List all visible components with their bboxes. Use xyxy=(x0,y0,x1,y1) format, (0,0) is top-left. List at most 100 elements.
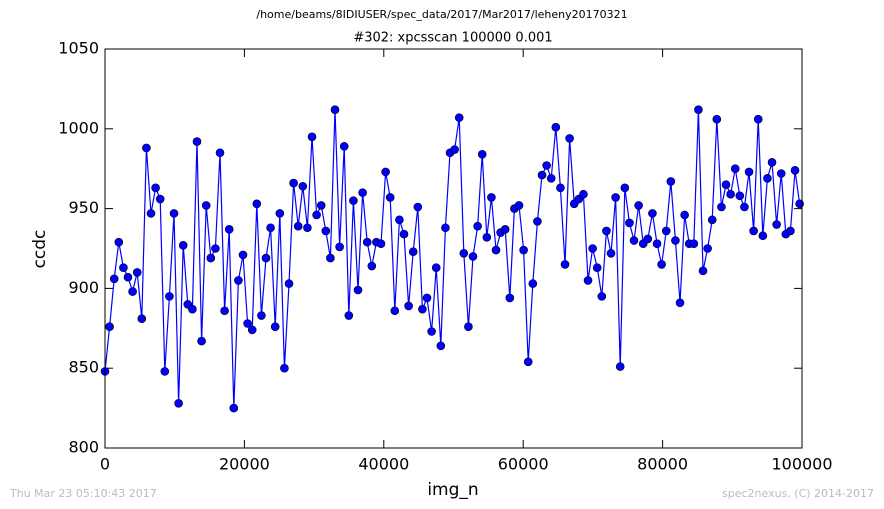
data-point xyxy=(556,183,565,193)
data-point xyxy=(220,306,229,316)
data-point xyxy=(473,221,482,231)
y-tick-label: 1050 xyxy=(58,39,99,58)
data-point xyxy=(215,148,225,158)
data-point xyxy=(224,225,234,234)
data-point xyxy=(477,150,487,159)
data-point xyxy=(758,231,768,241)
data-point xyxy=(767,158,777,167)
data-point xyxy=(533,217,542,226)
data-point xyxy=(514,201,524,210)
data-point xyxy=(344,311,354,320)
x-axis-label: img_n xyxy=(427,480,478,500)
data-point xyxy=(390,306,400,316)
data-point xyxy=(293,221,303,231)
data-point xyxy=(243,319,252,328)
data-point xyxy=(776,169,786,178)
data-point xyxy=(404,301,413,311)
plot-frame xyxy=(104,48,803,449)
data-point xyxy=(712,114,722,124)
data-point xyxy=(763,173,772,183)
x-tick-label: 20000 xyxy=(219,455,270,474)
data-point xyxy=(367,261,377,271)
data-point xyxy=(105,322,114,332)
data-point xyxy=(698,266,708,276)
data-point xyxy=(349,196,358,205)
data-point xyxy=(643,234,653,244)
data-point xyxy=(137,314,147,324)
data-point xyxy=(588,244,597,253)
data-point xyxy=(772,220,781,229)
data-point xyxy=(353,285,363,295)
data-point xyxy=(339,142,349,151)
data-point xyxy=(717,202,726,212)
data-point xyxy=(546,173,556,183)
data-point xyxy=(671,236,680,245)
data-point xyxy=(307,132,317,142)
data-point xyxy=(201,201,211,210)
data-point xyxy=(280,363,289,373)
data-point xyxy=(234,276,243,285)
data-point xyxy=(385,193,395,202)
data-point xyxy=(399,229,409,239)
data-point xyxy=(155,194,165,204)
x-tick-label: 0 xyxy=(100,455,110,474)
data-point xyxy=(321,226,331,236)
data-point xyxy=(753,114,763,124)
data-point xyxy=(358,188,367,197)
data-point xyxy=(450,145,459,154)
data-point xyxy=(197,336,206,346)
data-point xyxy=(551,122,561,132)
data-point xyxy=(123,272,133,282)
data-point xyxy=(146,209,156,218)
data-point xyxy=(362,237,372,247)
y-tick-label: 900 xyxy=(68,278,99,297)
data-point xyxy=(413,202,423,212)
data-point xyxy=(661,226,671,236)
data-point xyxy=(211,244,220,253)
data-point xyxy=(381,167,390,177)
data-point xyxy=(427,327,436,336)
y-axis-label: ccdc xyxy=(30,230,50,269)
data-point xyxy=(790,165,800,175)
data-point xyxy=(744,167,754,177)
data-point xyxy=(454,113,464,122)
y-tick-label: 850 xyxy=(68,358,99,377)
data-point xyxy=(730,164,740,173)
data-point xyxy=(266,223,275,233)
data-point xyxy=(376,239,386,249)
data-point xyxy=(652,239,662,249)
data-point xyxy=(422,293,432,303)
data-point xyxy=(151,183,160,193)
data-point xyxy=(418,304,427,314)
data-point xyxy=(188,304,197,314)
data-point xyxy=(735,191,745,201)
footer-left: Thu Mar 23 05:10:43 2017 xyxy=(9,487,157,500)
data-point xyxy=(740,202,749,212)
data-point xyxy=(303,223,312,233)
data-point xyxy=(648,209,657,218)
data-point xyxy=(523,357,533,367)
data-point xyxy=(174,399,183,408)
x-tick-label: 60000 xyxy=(498,455,549,474)
data-point xyxy=(109,274,119,284)
data-point xyxy=(270,322,280,332)
data-point xyxy=(537,170,547,180)
data-point xyxy=(247,325,257,335)
data-point xyxy=(316,201,326,210)
data-point xyxy=(206,253,216,263)
data-point xyxy=(160,367,170,376)
data-point xyxy=(579,189,588,199)
data-point xyxy=(312,210,321,220)
data-point xyxy=(675,298,685,308)
data-point xyxy=(666,177,676,186)
data-point xyxy=(441,223,450,233)
data-point xyxy=(694,105,703,114)
data-point xyxy=(229,403,239,413)
x-tick-label: 40000 xyxy=(358,455,409,474)
data-point xyxy=(142,143,151,153)
data-point xyxy=(615,362,625,371)
chart-title: #302: xpcsscan 100000 0.001 xyxy=(353,31,552,46)
data-point xyxy=(657,260,666,269)
data-point xyxy=(169,209,179,218)
